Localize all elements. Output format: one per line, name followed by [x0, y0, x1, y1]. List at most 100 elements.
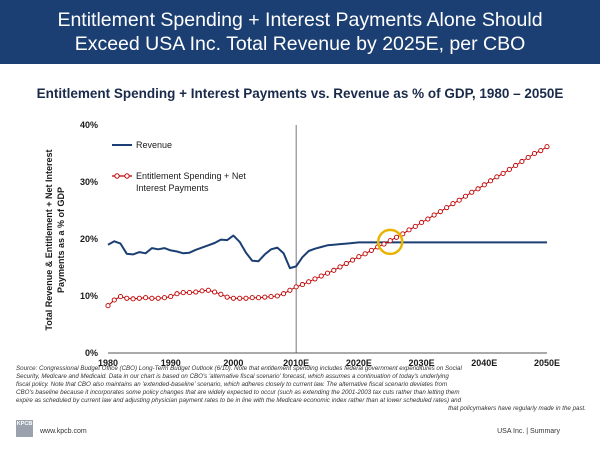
entitlement-data-point	[205, 287, 211, 293]
entitlement-data-point	[155, 295, 161, 301]
source-note: Source: Congressional Budget Office (CBO…	[16, 365, 586, 414]
x-tick-label: 1990	[161, 358, 181, 368]
entitlement-data-point	[174, 291, 180, 297]
chart-legend: Revenue Entitlement Spending + Net Inter…	[112, 140, 246, 193]
entitlement-data-point	[425, 216, 431, 222]
entitlement-data-point	[494, 174, 500, 180]
entitlement-data-point	[255, 295, 262, 301]
entitlement-data-point	[143, 295, 149, 301]
y-tick-label: 20%	[80, 234, 98, 244]
source-note-line: that policymakers have regularly made in…	[448, 405, 586, 413]
source-note-line: CBO's baseline because it incorporates s…	[16, 389, 460, 397]
chart-axes: 0% 10% 20% 30% 40% 1980 1990 2000 2010E 2020E 2030…	[80, 120, 560, 368]
y-axis-label-line2: Payments as a % of GDP	[56, 187, 66, 293]
source-note-line: Security, Medicare and Medicaid. Data in…	[16, 373, 449, 381]
source-note-line: expire as scheduled by current law and a…	[16, 397, 462, 405]
entitlement-data-point	[124, 295, 130, 301]
entitlement-data-point	[500, 170, 506, 176]
y-axis-label: Total Revenue & Entitlement + Net Intere…	[44, 149, 66, 330]
entitlement-data-point	[299, 282, 305, 288]
entitlement-data-point	[444, 205, 450, 211]
entitlement-data-point	[274, 293, 280, 299]
entitlement-data-point	[412, 223, 418, 230]
entitlement-data-point	[281, 291, 287, 297]
entitlement-data-point	[531, 150, 538, 157]
entitlement-data-point	[237, 295, 243, 301]
entitlement-data-point	[431, 212, 437, 218]
entitlement-data-point	[193, 289, 199, 295]
y-axis-label-line1: Total Revenue & Entitlement + Net Intere…	[44, 149, 54, 330]
entitlement-data-point	[350, 257, 356, 263]
entitlement-data-point	[262, 294, 268, 300]
entitlement-data-point	[525, 154, 531, 161]
y-tick-label: 10%	[80, 291, 98, 301]
entitlement-data-point	[117, 294, 124, 300]
revenue-line	[107, 234, 547, 270]
entitlement-data-point	[393, 234, 400, 240]
entitlement-data-point	[105, 303, 111, 309]
slide-title-line2: Exceed USA Inc. Total Revenue by 2025E, …	[74, 33, 526, 55]
entitlement-data-point	[243, 295, 249, 301]
entitlement-data-point	[149, 295, 155, 301]
legend-entitlement-marker	[114, 173, 120, 179]
entitlement-data-point	[488, 178, 494, 184]
entitlement-data-point	[293, 284, 299, 290]
y-tick-label: 40%	[80, 120, 98, 130]
entitlement-data-point	[168, 294, 174, 300]
x-tick-label: 2040E	[471, 358, 497, 368]
entitlement-data-point	[212, 289, 218, 295]
x-tick-label: 2010E	[283, 358, 309, 368]
entitlement-data-point	[462, 193, 469, 199]
entitlement-data-point	[456, 197, 462, 203]
entitlement-data-point	[519, 158, 525, 165]
entitlement-data-point	[230, 295, 236, 301]
entitlement-data-point	[387, 238, 393, 244]
entitlement-data-point	[513, 162, 519, 169]
x-tick-label: 2020E	[346, 358, 372, 368]
entitlement-data-point	[306, 279, 312, 285]
source-note-line: Source: Congressional Budget Office (CBO…	[16, 365, 462, 372]
crossover-highlight-circle	[376, 228, 404, 256]
legend-entitlement-label-line2: Interest Payments	[136, 183, 209, 193]
entitlement-data-point	[180, 290, 186, 296]
legend-entitlement-label-line1: Entitlement Spending + Net	[136, 171, 246, 181]
source-note-line: fiscal policy. Note that CBO also mainta…	[16, 381, 448, 389]
legend-revenue-label: Revenue	[136, 140, 172, 150]
legend-entitlement-marker	[124, 173, 130, 179]
kpcb-logo: KPCB	[16, 420, 33, 437]
slide-title-line1: Entitlement Spending + Interest Payments…	[57, 9, 543, 31]
chart-title: Entitlement Spending + Interest Payments…	[36, 86, 564, 101]
entitlement-data-point	[450, 201, 456, 207]
entitlement-data-point	[324, 270, 331, 276]
y-tick-label: 30%	[80, 177, 98, 187]
entitlement-data-point	[331, 267, 337, 273]
entitlement-data-point	[218, 291, 224, 297]
entitlement-data-point	[506, 166, 512, 173]
entitlement-data-point	[224, 294, 230, 300]
entitlement-data-point	[481, 182, 487, 188]
entitlement-data-point	[312, 276, 318, 282]
entitlement-data-point	[337, 264, 343, 270]
entitlement-data-point	[356, 254, 362, 260]
x-tick-label: 2030E	[409, 358, 435, 368]
y-tick-label: 0%	[85, 348, 98, 358]
chart-series	[105, 144, 550, 309]
entitlement-data-point	[199, 288, 205, 294]
entitlement-data-point	[437, 209, 443, 215]
entitlement-data-point	[136, 295, 142, 301]
entitlement-data-point	[287, 287, 293, 293]
entitlement-data-point	[469, 189, 475, 195]
footer-section: USA Inc. | Summary	[497, 428, 560, 435]
entitlement-data-point	[268, 294, 274, 300]
entitlement-data-point	[111, 297, 117, 303]
entitlement-data-point	[362, 251, 368, 257]
entitlement-data-point	[381, 241, 387, 247]
entitlement-data-point	[161, 295, 167, 301]
entitlement-data-point	[419, 219, 425, 226]
entitlement-data-point	[186, 290, 193, 296]
entitlement-data-point	[130, 296, 136, 302]
entitlement-data-point	[249, 295, 255, 301]
entitlement-data-point	[475, 186, 481, 192]
